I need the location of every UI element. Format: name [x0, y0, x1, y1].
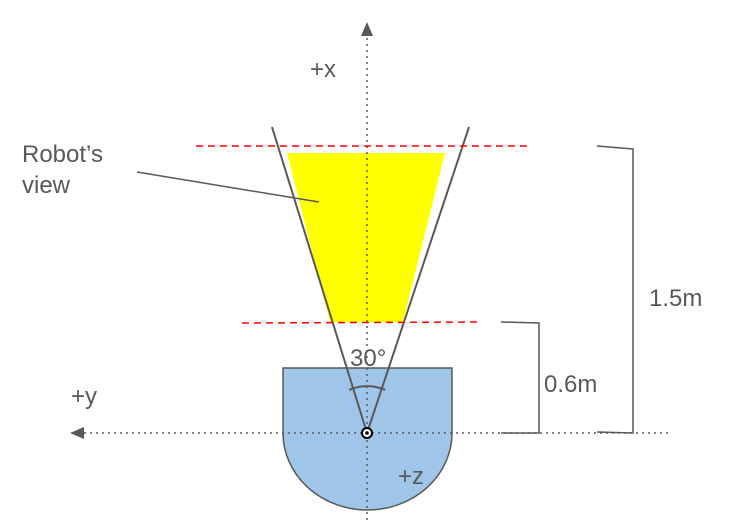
fov-left-edge	[271, 126, 368, 434]
origin-center	[365, 431, 369, 435]
x-axis-label: +x	[310, 56, 336, 83]
z-axis-label: +z	[398, 463, 424, 490]
view-area	[287, 153, 445, 322]
near-distance-bracket	[500, 321, 540, 434]
view-label-line1: Robot’s	[22, 141, 103, 168]
angle-label: 30°	[350, 345, 386, 372]
view-label-line2: view	[22, 172, 71, 199]
angle-arc	[348, 385, 386, 391]
fov-right-edge	[366, 126, 470, 434]
far-distance-label: 1.5m	[649, 285, 702, 312]
near-boundary-line	[241, 321, 483, 324]
near-distance-label: 0.6m	[544, 371, 597, 398]
y-axis-label: +y	[71, 383, 97, 410]
view-callout-line	[136, 171, 320, 203]
far-distance-bracket	[596, 145, 634, 434]
